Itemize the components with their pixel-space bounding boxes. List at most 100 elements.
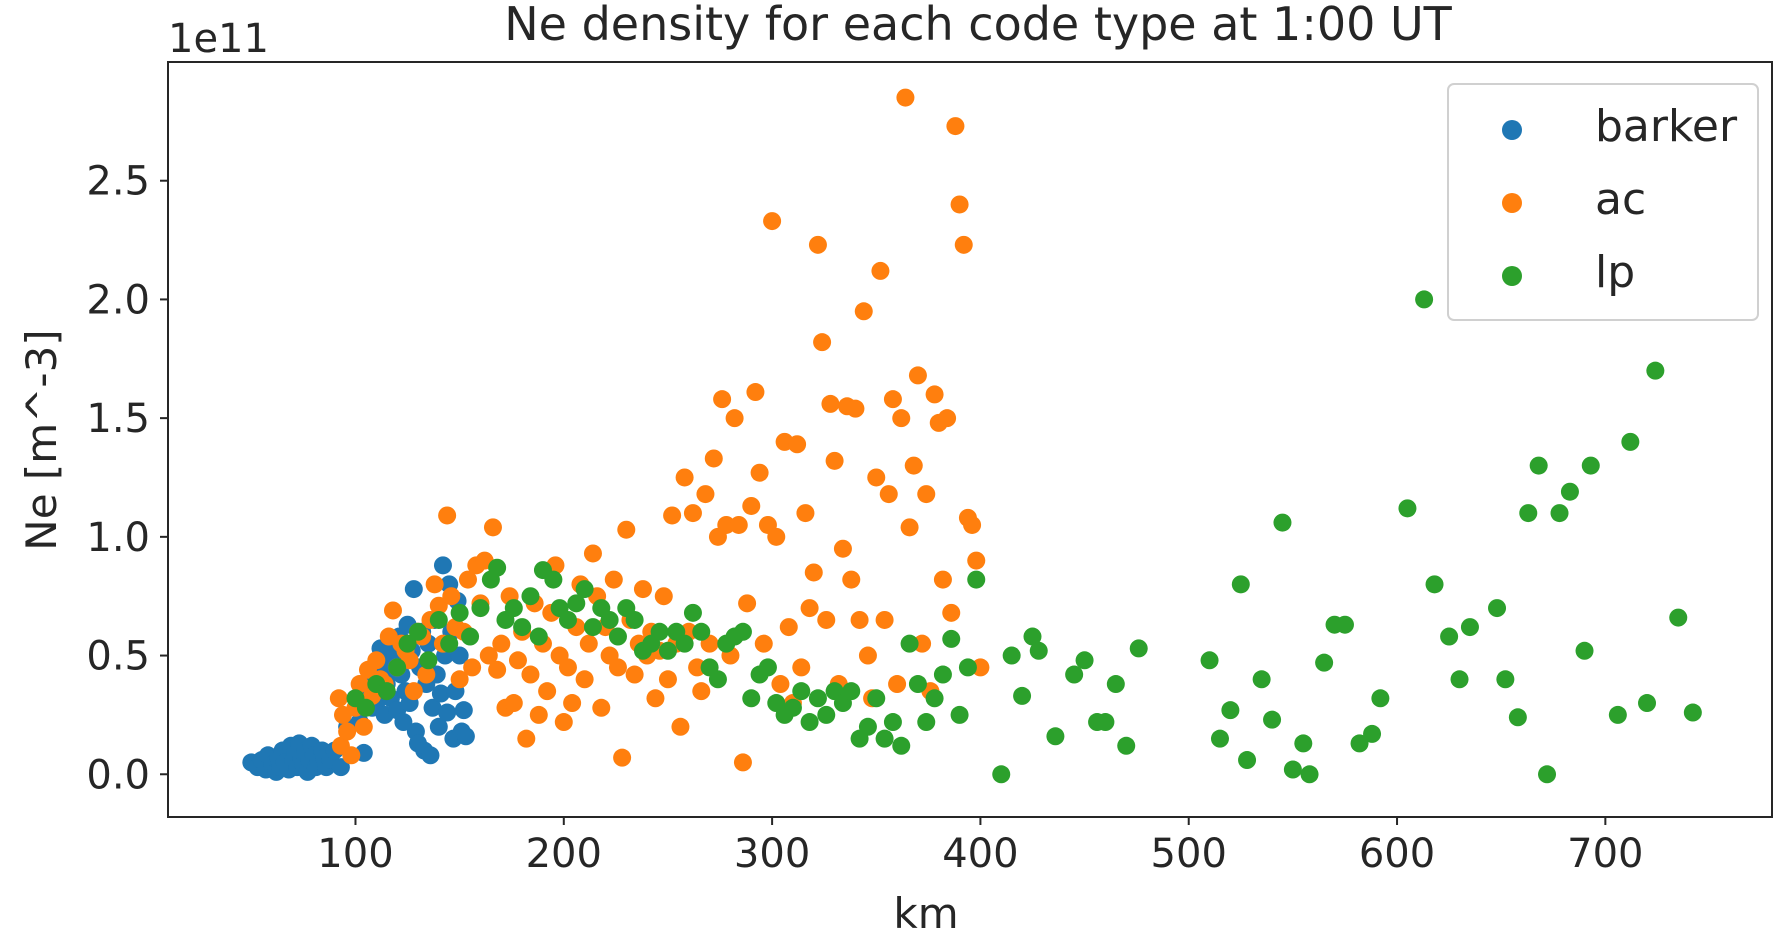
- point-lp-92: [1263, 710, 1282, 729]
- point-ac-87: [688, 658, 707, 677]
- point-ac-79: [654, 587, 673, 606]
- point-lp-87: [1210, 729, 1229, 748]
- point-lp-105: [1425, 575, 1444, 594]
- point-lp-64: [900, 634, 919, 653]
- point-ac-147: [938, 409, 957, 428]
- point-lp-124: [1683, 703, 1702, 722]
- point-ac-60: [575, 670, 594, 689]
- point-ac-57: [563, 694, 582, 713]
- point-ac-0: [329, 689, 348, 708]
- point-barker-65: [421, 746, 440, 765]
- point-lp-47: [758, 658, 777, 677]
- point-barker-70: [431, 684, 450, 703]
- point-ac-10: [367, 651, 386, 670]
- x-tick-label-600: 600: [1359, 831, 1435, 877]
- point-ac-136: [892, 409, 911, 428]
- y-tick-label-2: 1.0: [86, 515, 150, 561]
- point-lp-101: [1363, 724, 1382, 743]
- point-lp-85: [1129, 639, 1148, 658]
- y-tick-label-4: 2.0: [86, 277, 150, 323]
- x-axis: 100 200 300 400 500 600 700: [317, 817, 1644, 877]
- point-lp-7: [419, 651, 438, 670]
- point-ac-7: [354, 717, 373, 736]
- point-ac-30: [450, 670, 469, 689]
- point-lp-121: [1638, 694, 1657, 713]
- point-lp-79: [1065, 665, 1084, 684]
- point-ac-72: [625, 665, 644, 684]
- point-ac-37: [479, 646, 498, 665]
- point-ac-99: [738, 594, 757, 613]
- point-lp-68: [933, 665, 952, 684]
- point-lp-80: [1075, 651, 1094, 670]
- point-lp-110: [1496, 670, 1515, 689]
- point-ac-55: [554, 713, 573, 732]
- point-lp-123: [1669, 608, 1688, 627]
- y-tick-label-0: 0.0: [86, 752, 150, 798]
- point-lp-108: [1460, 618, 1479, 637]
- point-lp-70: [950, 705, 969, 724]
- point-lp-61: [875, 729, 894, 748]
- point-lp-54: [817, 705, 836, 724]
- point-lp-34: [650, 622, 669, 641]
- point-lp-104: [1415, 290, 1434, 309]
- point-lp-53: [808, 689, 827, 708]
- point-ac-3: [338, 722, 357, 741]
- point-lp-103: [1398, 499, 1417, 518]
- point-ac-86: [683, 504, 702, 523]
- point-lp-118: [1581, 456, 1600, 475]
- point-lp-4: [388, 658, 407, 677]
- point-lp-51: [792, 682, 811, 701]
- point-lp-60: [867, 689, 886, 708]
- point-lp-115: [1550, 504, 1569, 523]
- point-ac-80: [658, 670, 677, 689]
- point-ac-134: [883, 390, 902, 409]
- point-ac-4: [342, 746, 361, 765]
- point-ac-102: [750, 463, 769, 482]
- point-ac-24: [425, 575, 444, 594]
- point-lp-24: [567, 594, 586, 613]
- point-lp-107: [1450, 670, 1469, 689]
- point-lp-29: [608, 627, 627, 646]
- point-lp-17: [513, 618, 532, 637]
- point-lp-39: [692, 622, 711, 641]
- point-lp-5: [398, 634, 417, 653]
- point-ac-33: [463, 658, 482, 677]
- point-lp-106: [1440, 627, 1459, 646]
- point-barker-81: [454, 701, 473, 720]
- point-ac-114: [800, 599, 819, 618]
- point-ac-154: [967, 551, 986, 570]
- point-ac-155: [971, 658, 990, 677]
- point-ac-77: [646, 689, 665, 708]
- point-ac-47: [521, 665, 540, 684]
- point-ac-84: [675, 468, 694, 487]
- point-lp-86: [1200, 651, 1219, 670]
- legend-label-lp: lp: [1595, 247, 1635, 298]
- point-lp-21: [544, 570, 563, 589]
- point-ac-125: [846, 399, 865, 418]
- point-lp-82: [1096, 713, 1115, 732]
- point-lp-91: [1252, 670, 1271, 689]
- y-tick-label-3: 1.5: [86, 396, 150, 442]
- point-lp-94: [1283, 760, 1302, 779]
- x-tick-label-700: 700: [1567, 831, 1643, 877]
- point-lp-72: [967, 570, 986, 589]
- point-lp-12: [471, 599, 490, 618]
- point-ac-40: [492, 634, 511, 653]
- point-ac-83: [671, 717, 690, 736]
- point-barker-57: [404, 580, 423, 599]
- point-ac-61: [579, 634, 598, 653]
- point-ac-106: [767, 527, 786, 546]
- legend-marker-barker: [1502, 120, 1522, 140]
- y-axis-label: Ne [m^-3]: [17, 329, 66, 550]
- point-ac-144: [925, 385, 944, 404]
- point-ac-118: [817, 610, 836, 629]
- point-ac-67: [604, 570, 623, 589]
- point-ac-64: [592, 698, 611, 717]
- point-ac-116: [808, 235, 827, 254]
- point-ac-6: [350, 675, 369, 694]
- point-ac-91: [704, 449, 723, 468]
- point-barker-79: [450, 646, 469, 665]
- point-ac-138: [900, 518, 919, 537]
- point-ac-69: [613, 748, 632, 767]
- point-barker-31: [331, 758, 350, 777]
